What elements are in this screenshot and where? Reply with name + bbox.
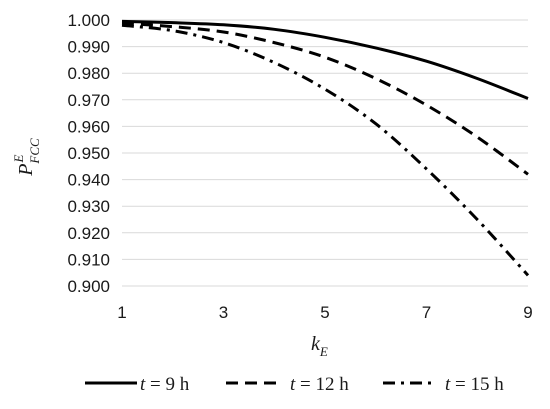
legend-label: t = 9 h: [140, 374, 190, 395]
y-tick-label: 0.940: [67, 171, 110, 190]
series-line-2: [121, 21, 529, 176]
x-tick-label: 5: [320, 303, 329, 322]
y-axis-title-main: P: [15, 164, 37, 177]
gridlines: [122, 19, 528, 287]
legend-label: t = 15 h: [445, 374, 504, 395]
x-axis-title-main: k: [311, 333, 321, 355]
y-tick-label: 0.950: [67, 144, 110, 163]
y-axis-title-sup: E: [11, 155, 26, 164]
y-tick-label: 0.960: [67, 117, 110, 136]
y-tick-label: 0.990: [67, 38, 110, 57]
series-line-3: [121, 23, 530, 277]
x-tick-label: 1: [117, 303, 126, 322]
x-axis-tick-labels: 1 3 5 7 9: [117, 303, 532, 322]
x-tick-label: 9: [523, 303, 532, 322]
legend-label: t = 12 h: [290, 374, 349, 395]
legend-item-2: t = 12 h: [226, 374, 349, 395]
series-lines: [121, 19, 530, 277]
legend: t = 9 h t = 12 h t = 15 h: [85, 374, 504, 395]
legend-item-1: t = 9 h: [85, 374, 190, 395]
y-axis-title-sub: FCC: [27, 138, 42, 165]
y-tick-label: 0.970: [67, 91, 110, 110]
legend-item-3: t = 15 h: [383, 374, 504, 395]
y-tick-label: 0.980: [67, 64, 110, 83]
y-tick-label: 0.920: [67, 224, 110, 243]
x-tick-label: 7: [422, 303, 431, 322]
x-tick-label: 3: [219, 303, 228, 322]
series-line-1: [121, 19, 529, 100]
y-tick-label: 0.900: [67, 277, 110, 296]
y-tick-label: 0.910: [67, 250, 110, 269]
y-tick-label: 1.000: [67, 11, 110, 30]
y-axis-title: PEFCC: [11, 138, 42, 177]
svg-text:PEFCC: PEFCC: [11, 138, 42, 177]
x-axis-title: kE: [311, 333, 328, 359]
x-axis-title-sub: E: [319, 344, 328, 359]
y-axis-tick-labels: 0.900 0.910 0.920 0.930 0.940 0.950 0.960 0.970…: [67, 11, 110, 296]
y-tick-label: 0.930: [67, 197, 110, 216]
